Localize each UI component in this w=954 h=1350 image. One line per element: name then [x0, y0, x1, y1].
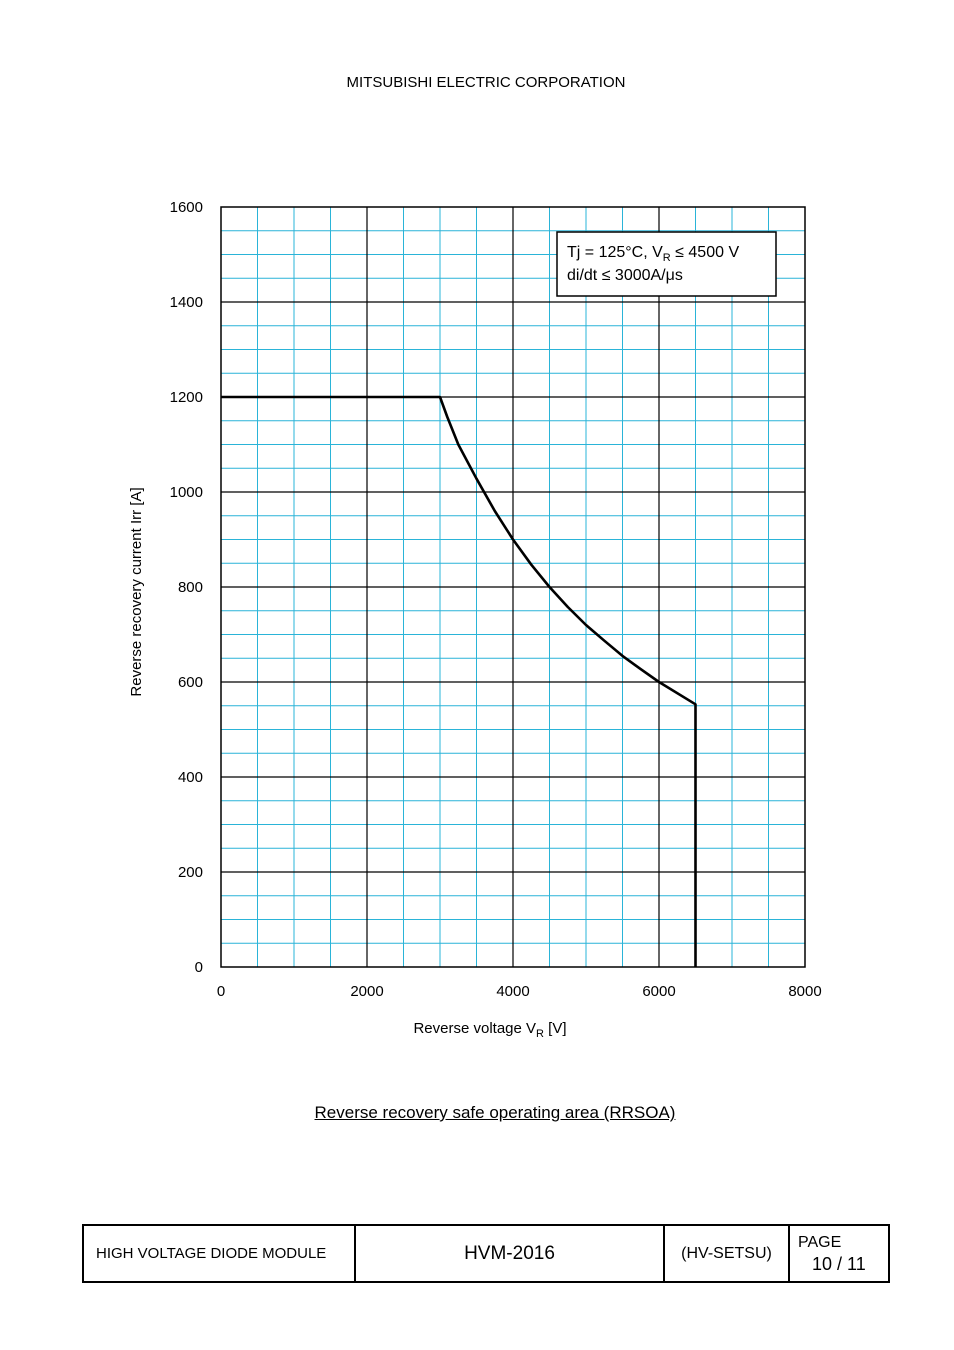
x-tick-label: 0: [217, 983, 225, 1000]
rrsoa-boundary-curve: [221, 395, 697, 967]
y-tick-labels: 0 200 400 600 800 1000 1200 1400 1600: [170, 199, 203, 976]
product-name: HIGH VOLTAGE DIODE MODULE: [84, 1226, 356, 1281]
y-axis-label: Reverse recovery current Irr [A]: [128, 487, 145, 696]
condition-legend-box: Tj = 125°C, VR ≤ 4500 V di/dt ≤ 3000A/μs: [556, 231, 777, 297]
x-tick-label: 4000: [496, 983, 529, 1000]
plot-frame: [220, 206, 806, 968]
page-number: 10 / 11: [812, 1254, 866, 1274]
y-tick-label: 1000: [170, 484, 203, 501]
y-tick-label: 1400: [170, 294, 203, 311]
x-tick-label: 6000: [642, 983, 675, 1000]
legend-line-2: di/dt ≤ 3000A/μs: [567, 267, 683, 284]
x-tick-label: 2000: [350, 983, 383, 1000]
model-number: HVM-2016: [356, 1226, 665, 1281]
page-label: PAGE: [798, 1234, 842, 1251]
y-tick-label: 600: [178, 674, 203, 691]
y-tick-label: 0: [195, 959, 203, 976]
footer-title-block: HIGH VOLTAGE DIODE MODULE HVM-2016 (HV-S…: [82, 1224, 890, 1283]
major-gridlines: [221, 207, 805, 967]
x-axis-label: Reverse voltage VR [V]: [413, 1020, 566, 1040]
legend-line-1: Tj = 125°C, VR ≤ 4500 V: [567, 244, 739, 264]
y-tick-label: 1200: [170, 389, 203, 406]
x-tick-labels: 0 2000 4000 6000 8000: [217, 983, 822, 1000]
page-box: PAGE 10 / 11: [790, 1226, 888, 1281]
y-tick-label: 200: [178, 864, 203, 881]
y-tick-label: 400: [178, 769, 203, 786]
legend-frame: [556, 231, 777, 297]
rrsoa-chart: 0 200 400 600 800 1000 1200 1400 1600 0 2000 4000 6…: [128, 199, 822, 1040]
document-code: (HV-SETSU): [665, 1226, 790, 1281]
y-tick-label: 800: [178, 579, 203, 596]
y-tick-label: 1600: [170, 199, 203, 216]
figure-caption: Reverse recovery safe operating area (RR…: [314, 1103, 676, 1122]
x-tick-label: 8000: [788, 983, 821, 1000]
company-header: MITSUBISHI ELECTRIC CORPORATION: [346, 74, 626, 91]
